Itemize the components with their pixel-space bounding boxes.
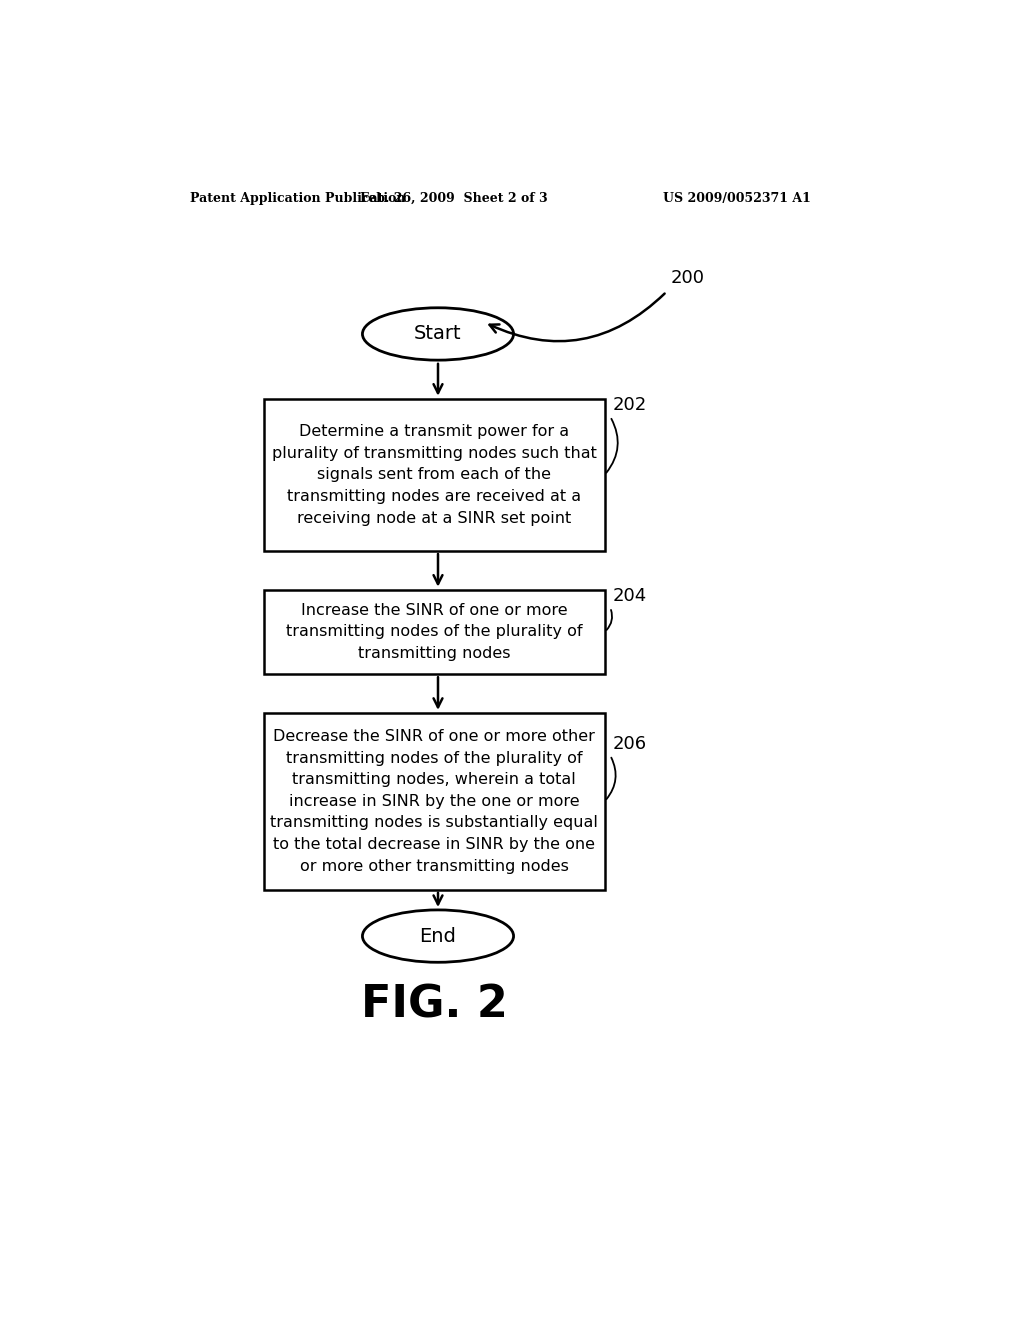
Text: End: End bbox=[420, 927, 457, 945]
Text: US 2009/0052371 A1: US 2009/0052371 A1 bbox=[663, 191, 811, 205]
Text: Determine a transmit power for a
plurality of transmitting nodes such that
signa: Determine a transmit power for a plurali… bbox=[271, 424, 597, 525]
Text: 206: 206 bbox=[612, 735, 646, 752]
Text: 202: 202 bbox=[612, 396, 646, 413]
Bar bbox=[263, 590, 604, 675]
Text: Start: Start bbox=[414, 325, 462, 343]
Text: Feb. 26, 2009  Sheet 2 of 3: Feb. 26, 2009 Sheet 2 of 3 bbox=[359, 191, 547, 205]
Bar bbox=[263, 399, 604, 552]
Text: 200: 200 bbox=[671, 269, 705, 286]
Text: 204: 204 bbox=[612, 587, 646, 605]
Text: Decrease the SINR of one or more other
transmitting nodes of the plurality of
tr: Decrease the SINR of one or more other t… bbox=[270, 729, 598, 874]
Text: FIG. 2: FIG. 2 bbox=[360, 983, 508, 1027]
Text: Patent Application Publication: Patent Application Publication bbox=[190, 191, 406, 205]
Text: Increase the SINR of one or more
transmitting nodes of the plurality of
transmit: Increase the SINR of one or more transmi… bbox=[286, 603, 583, 661]
Bar bbox=[263, 713, 604, 890]
